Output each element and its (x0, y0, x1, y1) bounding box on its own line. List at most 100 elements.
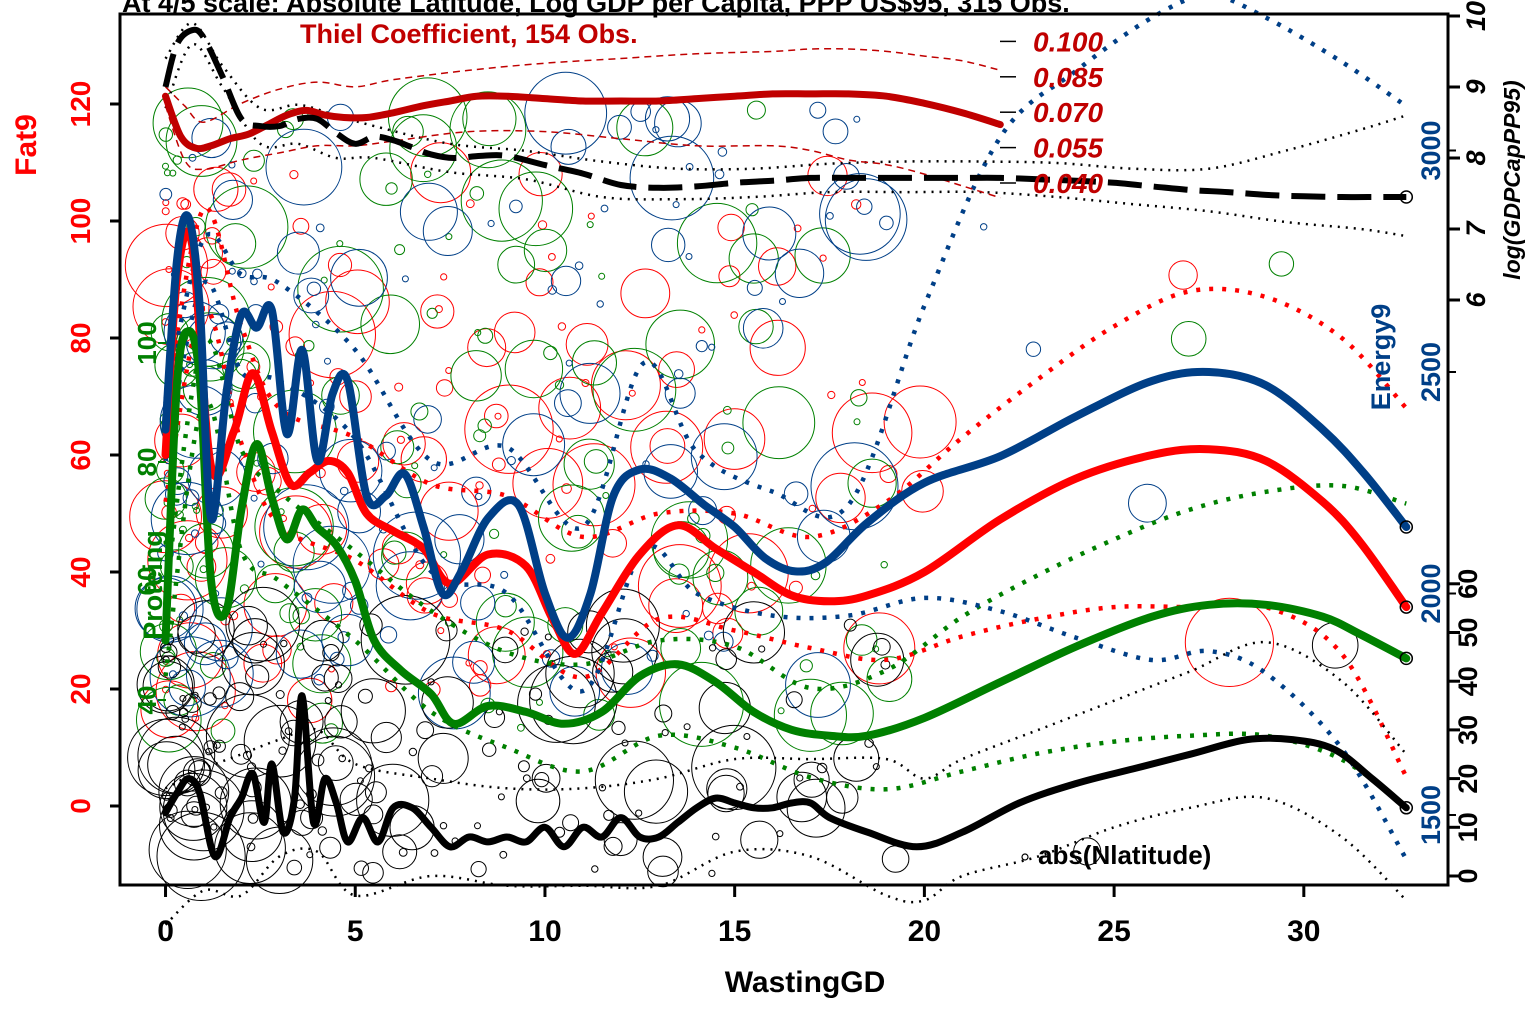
scatter-point (603, 836, 623, 856)
latitude-tick-label: 40 (1453, 666, 1483, 696)
scatter-point (230, 743, 252, 765)
scatter-point (319, 836, 342, 859)
scatter-point (557, 322, 567, 331)
scatter-point (517, 760, 530, 773)
scatter-point (856, 198, 873, 215)
scatter-point (467, 328, 507, 368)
scatter-point (410, 142, 472, 204)
scatter-point (306, 281, 322, 296)
scatter-point (683, 723, 691, 731)
scatter-point (267, 283, 275, 291)
scatter-point (651, 227, 686, 263)
scatter-point (242, 750, 253, 761)
scatter-point (815, 472, 866, 524)
scatter-point (203, 740, 218, 754)
scatter-point (243, 643, 283, 683)
scatter-point (247, 813, 259, 824)
scatter-point (417, 732, 469, 784)
scatter-point (722, 405, 732, 415)
scatter-point (603, 809, 615, 821)
scatter-point (826, 781, 859, 814)
scatter-point (682, 609, 690, 618)
protein-axis-label: Proteing (138, 530, 168, 640)
scatter-point (482, 742, 497, 757)
scatter-point (375, 551, 445, 621)
scatter-point (239, 584, 250, 594)
scatter-point (491, 636, 519, 664)
scatter-point (437, 627, 445, 635)
scatter-point (280, 639, 288, 648)
scatter-point (178, 723, 186, 731)
scatter-point (746, 100, 766, 120)
scatter-point (212, 739, 226, 753)
scatter-point (555, 435, 563, 443)
scatter-point (537, 220, 548, 230)
scatter-point (777, 707, 785, 715)
scatter-point (430, 849, 439, 857)
scatter-point (654, 704, 673, 723)
scatter-point (708, 644, 717, 652)
x-tick-label: 15 (718, 915, 751, 948)
scatter-point (648, 578, 704, 633)
scatter-point (339, 782, 373, 817)
scatter-point (252, 268, 263, 279)
scatter-point (250, 494, 258, 502)
scatter-point (645, 309, 716, 380)
scatter-point (185, 639, 254, 708)
scatter-point (214, 786, 228, 800)
scatter-point (262, 635, 292, 665)
scatter-point (866, 656, 913, 702)
scatter-point (177, 600, 235, 658)
thiel-tick-label: 0.085 (1033, 62, 1103, 93)
scatter-point (265, 128, 343, 206)
scatter-point (148, 810, 227, 890)
scatter-point (808, 504, 817, 513)
scatter-point (210, 718, 236, 744)
scatter-point (785, 691, 803, 709)
scatter-point (819, 254, 827, 262)
scatter-point (475, 592, 535, 652)
scatter-point (550, 128, 587, 165)
scatter-point (616, 99, 674, 157)
scatter-point (303, 340, 315, 352)
scatter-point (242, 149, 265, 172)
scatter-point (420, 765, 444, 788)
scatter-point (664, 377, 696, 409)
scatter-point (585, 588, 660, 663)
scatter-point (518, 152, 563, 197)
band-lower-fat9 (163, 306, 1409, 778)
scatter-point (672, 201, 680, 209)
scatter-point (415, 560, 425, 570)
scatter-point (600, 204, 609, 213)
scatter-point (598, 272, 606, 280)
scatter-point (445, 233, 453, 241)
scatter-point (654, 99, 702, 148)
latitude-tick-label: 50 (1453, 617, 1483, 647)
thiel-tick-label: 0.070 (1033, 97, 1103, 128)
scatter-point (477, 418, 492, 433)
scatter-point (165, 705, 181, 720)
scatter-point (140, 680, 199, 739)
scatter-point (708, 869, 716, 878)
scatter-point (312, 320, 320, 329)
plot-frame (118, 12, 1450, 887)
scatter-point (853, 115, 861, 123)
fat-tick-label: 60 (65, 439, 96, 470)
scatter-point (212, 686, 226, 700)
thiel-tick-label: 0.100 (1033, 26, 1103, 57)
protein-tick-label: 80 (132, 448, 162, 477)
scatter-point (382, 834, 418, 870)
scatter-point (749, 319, 806, 376)
scatter-point (452, 640, 496, 684)
scatter-point (394, 244, 406, 256)
scatter-point (493, 311, 536, 354)
scatter-point (714, 169, 725, 180)
scatter-point (420, 294, 455, 329)
scatter-point (338, 754, 347, 763)
x-tick-label: 10 (528, 915, 561, 948)
energy-axis-label: Energy9 (1366, 304, 1396, 411)
scatter-point (826, 212, 834, 220)
scatter-point (746, 279, 763, 296)
protein-tick-label: 60 (132, 567, 162, 596)
endpoint-marker (1399, 600, 1414, 614)
